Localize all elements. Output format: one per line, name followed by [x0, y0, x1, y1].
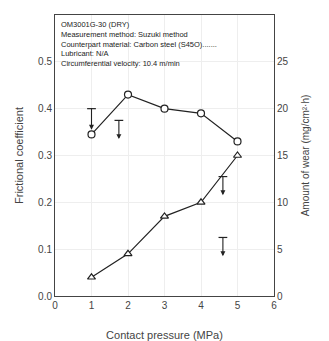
svg-text:5: 5 [277, 244, 283, 255]
svg-text:Amount of wear (mg/cm²·h): Amount of wear (mg/cm²·h) [300, 95, 311, 217]
svg-text:5: 5 [235, 300, 241, 311]
svg-text:0.5: 0.5 [38, 56, 52, 67]
svg-text:25: 25 [277, 56, 289, 67]
svg-text:6: 6 [271, 300, 277, 311]
svg-text:2: 2 [125, 300, 131, 311]
svg-text:0: 0 [277, 291, 283, 302]
svg-text:10: 10 [277, 197, 289, 208]
svg-text:0.1: 0.1 [38, 244, 52, 255]
svg-text:0.3: 0.3 [38, 150, 52, 161]
svg-text:15: 15 [277, 150, 289, 161]
svg-text:1: 1 [89, 300, 95, 311]
svg-text:20: 20 [277, 103, 289, 114]
svg-text:Contact pressure (MPa): Contact pressure (MPa) [106, 329, 223, 341]
svg-text:4: 4 [198, 300, 204, 311]
svg-text:0.4: 0.4 [38, 103, 52, 114]
svg-text:0.0: 0.0 [38, 291, 52, 302]
svg-text:OM3001G-30 (DRY)Measurement me: OM3001G-30 (DRY)Measurement method: Suzu… [61, 20, 217, 68]
svg-text:0: 0 [52, 300, 58, 311]
svg-text:Frictional coefficient: Frictional coefficient [13, 107, 25, 204]
svg-text:3: 3 [162, 300, 168, 311]
svg-text:0.2: 0.2 [38, 197, 52, 208]
